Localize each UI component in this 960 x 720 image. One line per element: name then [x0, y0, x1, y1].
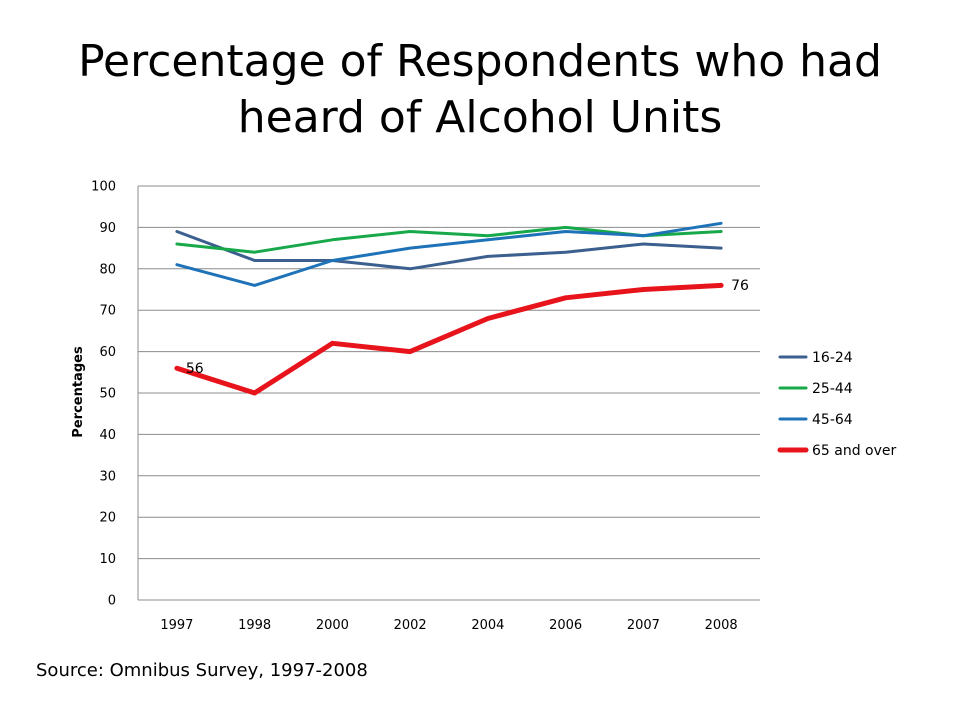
y-tick-label: 0 — [108, 594, 116, 609]
x-tick-label: 2002 — [394, 618, 427, 633]
series-line-25-44 — [175, 225, 723, 254]
legend-label: 65 and over — [812, 443, 897, 459]
y-tick-label: 70 — [99, 304, 116, 319]
y-tick-label: 30 — [99, 469, 116, 484]
y-tick-label: 20 — [99, 511, 116, 526]
slide-title-line1: Percentage of Respondents who had — [78, 36, 882, 87]
slide-title-line2: heard of Alcohol Units — [237, 92, 723, 143]
y-tick-label: 60 — [99, 345, 116, 360]
y-tick-label: 10 — [99, 552, 116, 567]
series-line-45-64 — [175, 221, 723, 287]
series-line-65-and-over — [174, 282, 724, 396]
x-tick-label: 1997 — [160, 618, 193, 633]
x-tick-label: 2008 — [705, 618, 738, 633]
y-tick-label: 40 — [99, 428, 116, 443]
x-tick-label: 1998 — [238, 618, 271, 633]
legend-label: 45-64 — [812, 412, 853, 428]
y-tick-label: 90 — [99, 221, 116, 236]
y-tick-label: 100 — [91, 180, 116, 195]
x-tick-label: 2006 — [549, 618, 582, 633]
y-axis-title: Percentages — [71, 346, 86, 438]
legend-label: 25-44 — [812, 381, 853, 397]
y-tick-label: 50 — [99, 387, 116, 402]
x-tick-label: 2007 — [627, 618, 660, 633]
x-tick-label: 2004 — [471, 618, 504, 633]
source-note: Source: Omnibus Survey, 1997-2008 — [36, 660, 368, 681]
slide-title: Percentage of Respondents who had heard … — [40, 34, 920, 146]
x-tick-label: 2000 — [316, 618, 349, 633]
legend-label: 16-24 — [812, 350, 853, 366]
series-line-16-24 — [175, 230, 723, 271]
data-label: 56 — [186, 361, 204, 377]
y-tick-label: 80 — [99, 262, 116, 277]
data-label: 76 — [731, 278, 749, 294]
